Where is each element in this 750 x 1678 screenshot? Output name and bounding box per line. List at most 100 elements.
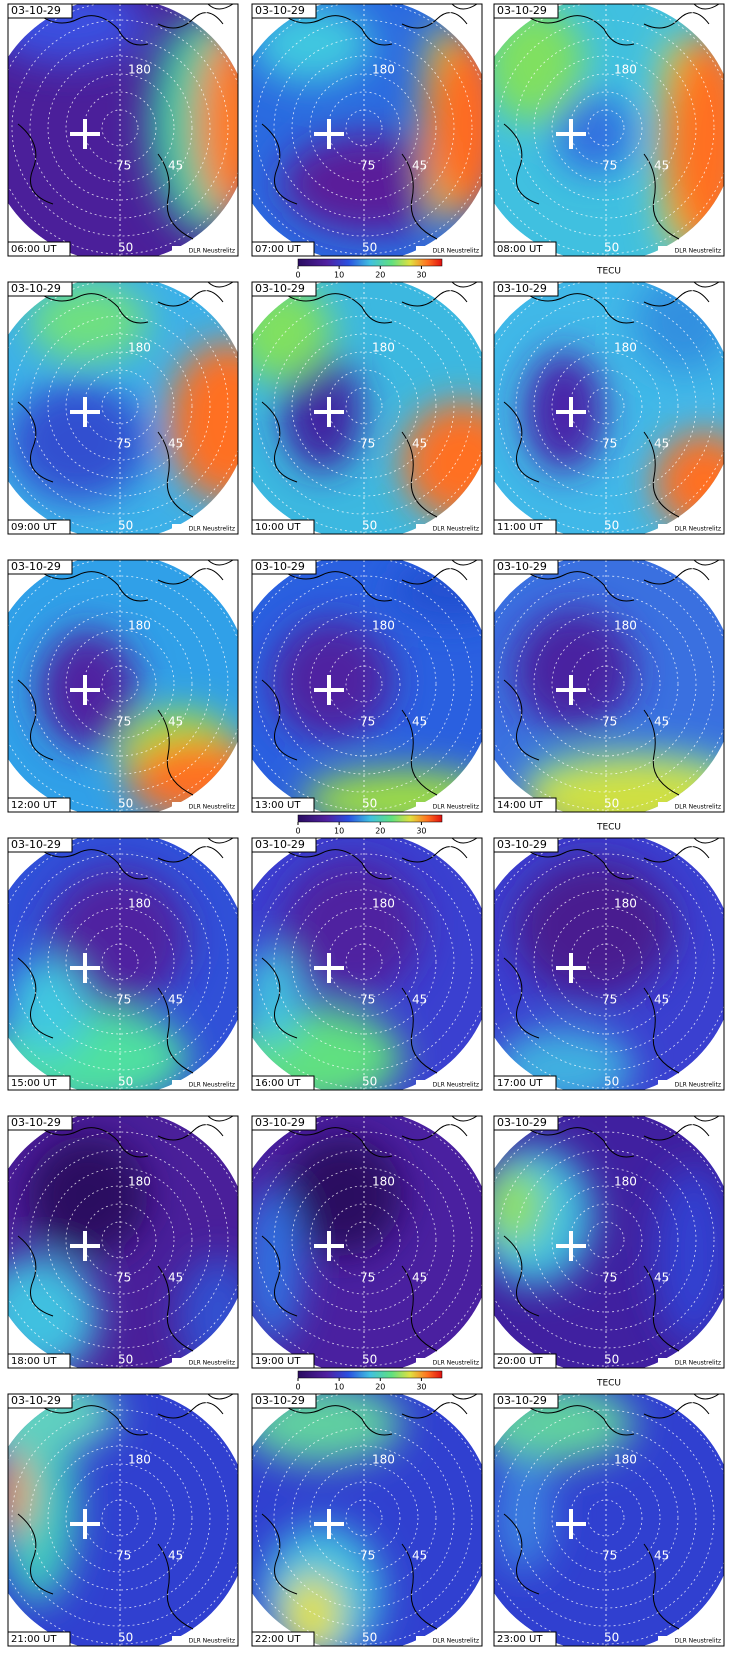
credit: DLR Neustrelitz bbox=[675, 1360, 721, 1367]
date-box bbox=[8, 1116, 73, 1131]
time: 22:00 UT bbox=[255, 1634, 301, 1645]
date: 03-10-29 bbox=[497, 560, 547, 573]
latitude-circle bbox=[345, 943, 383, 981]
time-box bbox=[494, 241, 557, 256]
credit-box bbox=[172, 1358, 238, 1368]
latitude-circle bbox=[11, 1131, 229, 1349]
credit-box bbox=[416, 524, 482, 534]
grid-label: 45 bbox=[654, 715, 669, 729]
latitude-circle bbox=[255, 575, 473, 793]
coastline bbox=[17, 1116, 234, 1352]
grid-label: 180 bbox=[372, 341, 395, 355]
date: 03-10-29 bbox=[497, 838, 547, 851]
latitude-circle bbox=[497, 1409, 715, 1627]
grid-label: 45 bbox=[168, 993, 183, 1007]
grid-label: 50 bbox=[362, 519, 377, 533]
station-cross bbox=[314, 1231, 344, 1261]
latitude-circle bbox=[587, 1499, 625, 1537]
latitude-circle bbox=[255, 297, 473, 515]
coastline bbox=[261, 560, 478, 796]
latitude-circle bbox=[533, 333, 679, 479]
grid-label: 45 bbox=[654, 1271, 669, 1285]
station-cross bbox=[556, 1231, 586, 1261]
latitude-circle bbox=[273, 593, 455, 775]
latitude-circle bbox=[551, 907, 661, 1017]
grid-label: 180 bbox=[372, 63, 395, 77]
tec-disc bbox=[252, 4, 482, 256]
grid-label: 180 bbox=[128, 341, 151, 355]
map: 180 75 45 50 03-10-29 23:00 UT DLR Neustrelitz bbox=[494, 1394, 724, 1646]
map-panel: 180 75 45 50 03-10-29 16:00 UT DLR Neustrelitz bbox=[251, 837, 483, 1091]
grid-label: 75 bbox=[360, 1549, 375, 1563]
credit-box bbox=[172, 246, 238, 256]
map: 180 75 45 50 03-10-29 16:00 UT DLR Neustrelitz bbox=[252, 838, 482, 1090]
tec-region bbox=[494, 1454, 554, 1574]
map: 180 75 45 50 03-10-29 17:00 UT DLR Neustrelitz bbox=[494, 838, 724, 1090]
station-cross bbox=[314, 119, 344, 149]
latitude-circle bbox=[291, 55, 437, 201]
credit-box bbox=[658, 1636, 724, 1646]
credit: DLR Neustrelitz bbox=[433, 526, 479, 533]
tec-region bbox=[654, 1166, 724, 1346]
tec-region bbox=[494, 1166, 544, 1246]
frame bbox=[251, 3, 483, 257]
map-panel: 180 75 45 50 03-10-29 12:00 UT DLR Neustrelitz bbox=[7, 559, 239, 813]
latitude-circle bbox=[515, 315, 697, 497]
grid-label: 50 bbox=[604, 1075, 619, 1089]
grid-label: 180 bbox=[372, 619, 395, 633]
grid-label: 45 bbox=[654, 993, 669, 1007]
credit-box bbox=[416, 1080, 482, 1090]
station-cross bbox=[70, 1231, 100, 1261]
time: 10:00 UT bbox=[255, 522, 301, 533]
latitude-circle bbox=[273, 1427, 455, 1609]
map: 180 75 45 50 03-10-29 22:00 UT DLR Neustrelitz bbox=[252, 1394, 482, 1646]
time-box bbox=[494, 1353, 557, 1368]
latitude-circle bbox=[551, 73, 661, 183]
grid-label: 50 bbox=[604, 1631, 619, 1645]
tec-region bbox=[252, 1008, 402, 1090]
tec-region bbox=[8, 958, 88, 1058]
date-box bbox=[8, 282, 73, 297]
station-cross bbox=[556, 119, 586, 149]
latitude-circle bbox=[65, 73, 175, 183]
grid-label: 75 bbox=[602, 715, 617, 729]
latitude-circle bbox=[345, 109, 383, 147]
grid-label: 50 bbox=[362, 1075, 377, 1089]
time-box bbox=[494, 1631, 557, 1646]
date-box bbox=[8, 838, 73, 853]
date-box bbox=[8, 1394, 73, 1409]
tec-blobs bbox=[494, 1146, 724, 1346]
time-box bbox=[8, 797, 71, 812]
map-panel: 180 75 45 50 03-10-29 09:00 UT DLR Neustrelitz bbox=[7, 281, 239, 535]
time: 21:00 UT bbox=[11, 1634, 57, 1645]
latitude-circle bbox=[551, 1463, 661, 1573]
time-box bbox=[8, 1075, 71, 1090]
tec-region bbox=[272, 620, 392, 740]
latitude-circle bbox=[515, 871, 697, 1053]
grid-label: 180 bbox=[614, 63, 637, 77]
coastline bbox=[503, 560, 720, 796]
coastline bbox=[261, 1394, 478, 1630]
tec-blobs bbox=[8, 1136, 238, 1368]
date-box bbox=[494, 282, 559, 297]
colorbar-tick-label: 30 bbox=[416, 1383, 426, 1392]
colorbar bbox=[297, 814, 443, 823]
frame bbox=[251, 281, 483, 535]
station-cross bbox=[556, 397, 586, 427]
time: 16:00 UT bbox=[255, 1078, 301, 1089]
date: 03-10-29 bbox=[11, 1394, 61, 1407]
credit: DLR Neustrelitz bbox=[433, 1360, 479, 1367]
latitude-circle bbox=[29, 1149, 211, 1331]
tec-disc bbox=[8, 282, 238, 534]
time: 12:00 UT bbox=[11, 800, 57, 811]
time-box bbox=[494, 1075, 557, 1090]
tec-region bbox=[654, 432, 724, 532]
frame bbox=[493, 559, 725, 813]
grid-label: 45 bbox=[412, 159, 427, 173]
grid-label: 180 bbox=[614, 1175, 637, 1189]
latitude-circle bbox=[101, 109, 139, 147]
tec-region bbox=[282, 134, 462, 234]
date-box bbox=[494, 4, 559, 19]
latitude-circle bbox=[291, 333, 437, 479]
time: 13:00 UT bbox=[255, 800, 301, 811]
